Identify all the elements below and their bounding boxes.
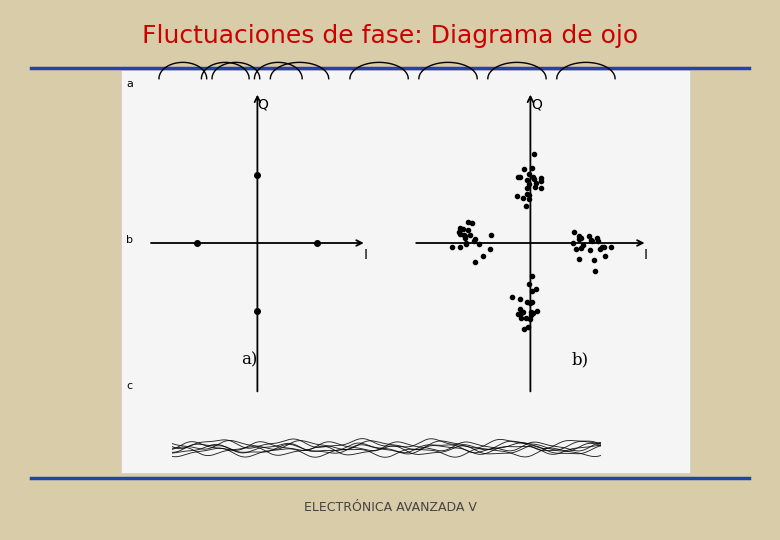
Text: a): a)	[241, 351, 257, 368]
Text: ELECTRÓNICA AVANZADA V: ELECTRÓNICA AVANZADA V	[303, 501, 477, 514]
Text: I: I	[644, 248, 648, 262]
Text: a: a	[126, 79, 133, 89]
Text: Fluctuaciones de fase: Diagrama de ojo: Fluctuaciones de fase: Diagrama de ojo	[142, 24, 638, 48]
Text: Q: Q	[531, 98, 541, 112]
Text: Q: Q	[257, 98, 268, 112]
Text: c: c	[126, 381, 133, 391]
Text: I: I	[363, 248, 367, 262]
Text: b: b	[126, 235, 133, 245]
Text: b): b)	[572, 351, 588, 368]
